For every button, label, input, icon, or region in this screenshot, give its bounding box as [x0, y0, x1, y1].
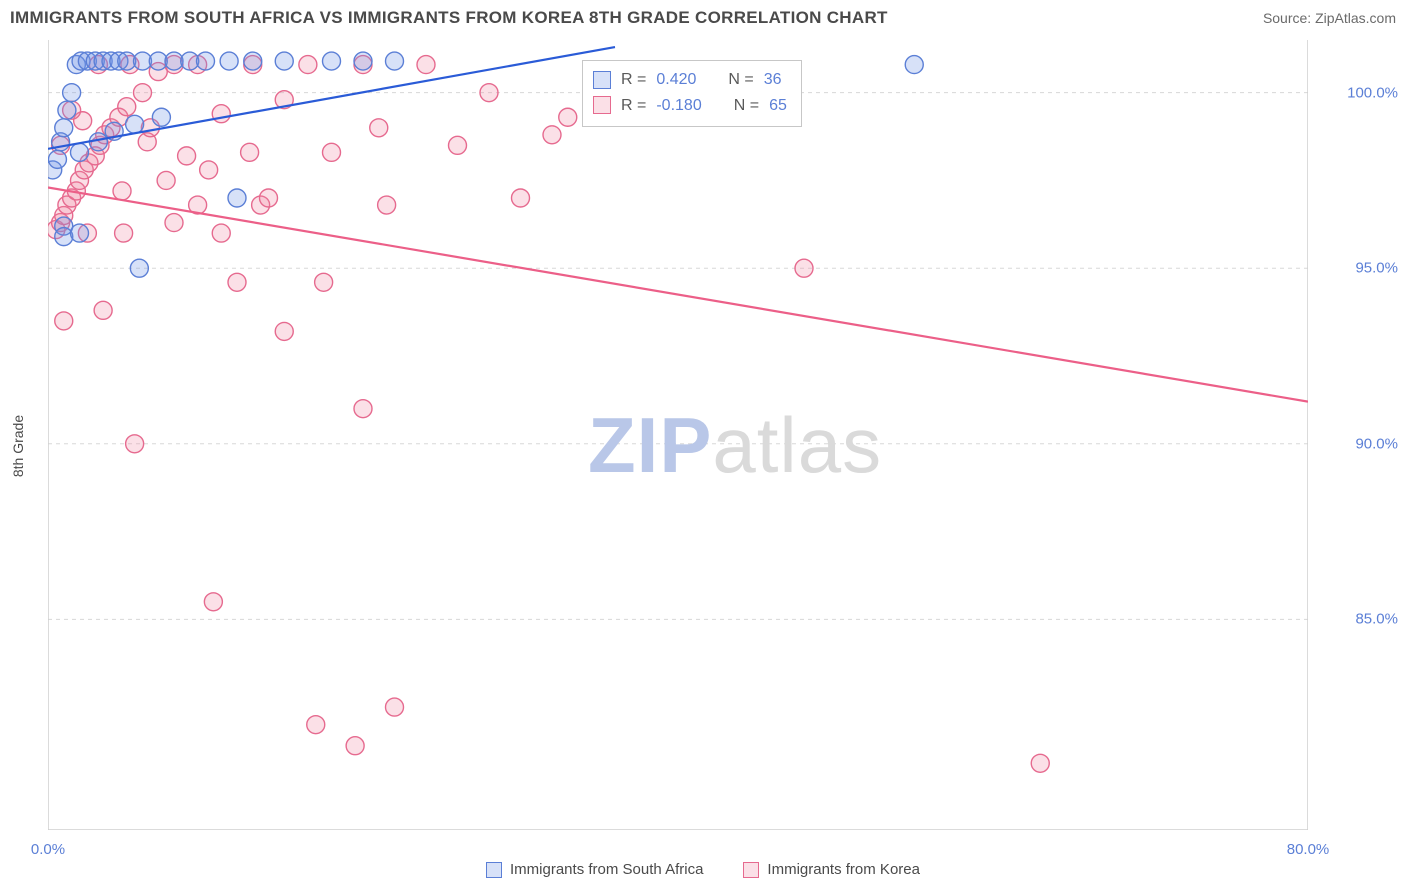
data-point — [299, 56, 317, 74]
data-point — [204, 593, 222, 611]
data-point — [370, 119, 388, 137]
chart-title: IMMIGRANTS FROM SOUTH AFRICA VS IMMIGRAN… — [10, 8, 888, 28]
data-point — [275, 52, 293, 70]
data-point — [386, 52, 404, 70]
data-point — [354, 400, 372, 418]
data-point — [480, 84, 498, 102]
y-tick-label: 90.0% — [1355, 435, 1398, 452]
data-point — [275, 322, 293, 340]
data-point — [323, 52, 341, 70]
y-tick-label: 85.0% — [1355, 611, 1398, 628]
data-point — [71, 224, 89, 242]
chart-legend: Immigrants from South Africa Immigrants … — [0, 861, 1406, 878]
data-point — [178, 147, 196, 165]
data-point — [130, 259, 148, 277]
y-tick-label: 100.0% — [1347, 84, 1398, 101]
legend-swatch — [743, 862, 759, 878]
data-point — [212, 105, 230, 123]
data-point — [315, 273, 333, 291]
data-point — [378, 196, 396, 214]
data-point — [126, 115, 144, 133]
stats-n-value: 36 — [764, 67, 782, 93]
y-tick-label: 95.0% — [1355, 260, 1398, 277]
data-point — [55, 119, 73, 137]
data-point — [212, 224, 230, 242]
data-point — [55, 228, 73, 246]
data-point — [165, 214, 183, 232]
data-point — [1031, 754, 1049, 772]
stats-r-value: 0.420 — [656, 67, 696, 93]
data-point — [512, 189, 530, 207]
legend-item-korea: Immigrants from Korea — [743, 861, 920, 878]
data-point — [71, 143, 89, 161]
chart-plot-area: 85.0%90.0%95.0%100.0% 0.0%80.0% ZIPatlas… — [48, 40, 1308, 830]
legend-label: Immigrants from South Africa — [510, 861, 703, 878]
data-point — [543, 126, 561, 144]
data-point — [113, 182, 131, 200]
x-tick-label: 80.0% — [1287, 841, 1330, 858]
data-point — [126, 435, 144, 453]
data-point — [260, 189, 278, 207]
source-attribution: Source: ZipAtlas.com — [1263, 10, 1396, 26]
stats-r-label: R = — [621, 67, 646, 93]
data-point — [905, 56, 923, 74]
correlation-stats-box: R = 0.420 N = 36 R = -0.180 N = 65 — [582, 60, 802, 127]
stats-n-value: 65 — [769, 93, 787, 119]
data-point — [241, 143, 259, 161]
data-point — [118, 98, 136, 116]
data-point — [386, 698, 404, 716]
data-point — [152, 108, 170, 126]
data-point — [134, 84, 152, 102]
data-point — [323, 143, 341, 161]
data-point — [244, 52, 262, 70]
stats-r-label: R = — [621, 93, 646, 119]
data-point — [228, 189, 246, 207]
trend-line-korea — [48, 187, 1308, 401]
data-point — [346, 737, 364, 755]
stats-row-korea: R = -0.180 N = 65 — [593, 93, 787, 119]
scatter-chart-svg — [48, 40, 1308, 830]
data-point — [228, 273, 246, 291]
data-point — [795, 259, 813, 277]
legend-label: Immigrants from Korea — [767, 861, 920, 878]
data-point — [449, 136, 467, 154]
x-tick-label: 0.0% — [31, 841, 65, 858]
data-point — [157, 171, 175, 189]
stats-row-south_africa: R = 0.420 N = 36 — [593, 67, 787, 93]
data-point — [55, 312, 73, 330]
stats-r-value: -0.180 — [656, 93, 701, 119]
data-point — [354, 52, 372, 70]
data-point — [559, 108, 577, 126]
data-point — [115, 224, 133, 242]
data-point — [63, 84, 81, 102]
data-point — [58, 101, 76, 119]
y-axis-label: 8th Grade — [10, 415, 26, 477]
stats-swatch — [593, 96, 611, 114]
data-point — [197, 52, 215, 70]
data-point — [220, 52, 238, 70]
data-point — [417, 56, 435, 74]
legend-item-south_africa: Immigrants from South Africa — [486, 861, 703, 878]
data-point — [48, 150, 66, 168]
data-point — [307, 716, 325, 734]
stats-n-label: N = — [728, 67, 753, 93]
stats-swatch — [593, 71, 611, 89]
stats-n-label: N = — [734, 93, 759, 119]
legend-swatch — [486, 862, 502, 878]
data-point — [200, 161, 218, 179]
data-point — [94, 301, 112, 319]
